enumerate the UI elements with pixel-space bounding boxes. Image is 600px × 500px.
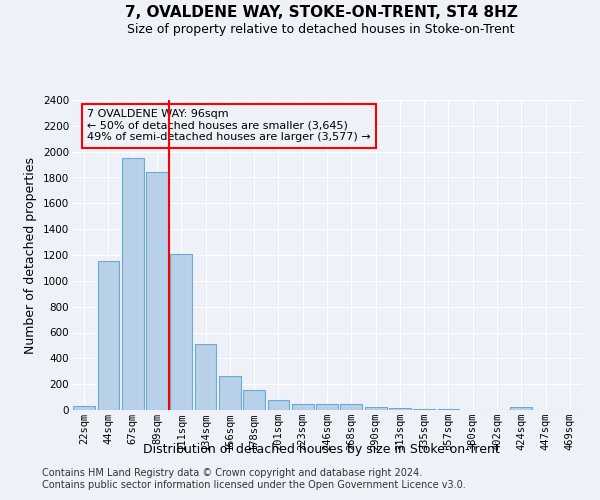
Bar bbox=[365, 408, 386, 410]
Bar bbox=[97, 262, 119, 410]
Text: Contains public sector information licensed under the Open Government Licence v3: Contains public sector information licen… bbox=[42, 480, 466, 490]
Bar bbox=[146, 172, 168, 410]
Bar bbox=[219, 376, 241, 410]
Bar bbox=[122, 158, 143, 410]
Y-axis label: Number of detached properties: Number of detached properties bbox=[25, 156, 37, 354]
Text: 7, OVALDENE WAY, STOKE-ON-TRENT, ST4 8HZ: 7, OVALDENE WAY, STOKE-ON-TRENT, ST4 8HZ bbox=[125, 5, 517, 20]
Bar bbox=[340, 404, 362, 410]
Bar bbox=[194, 344, 217, 410]
Text: Contains HM Land Registry data © Crown copyright and database right 2024.: Contains HM Land Registry data © Crown c… bbox=[42, 468, 422, 477]
Text: Size of property relative to detached houses in Stoke-on-Trent: Size of property relative to detached ho… bbox=[127, 22, 515, 36]
Bar bbox=[73, 406, 95, 410]
Bar bbox=[292, 404, 314, 410]
Bar bbox=[316, 404, 338, 410]
Text: Distribution of detached houses by size in Stoke-on-Trent: Distribution of detached houses by size … bbox=[143, 442, 499, 456]
Bar bbox=[511, 408, 532, 410]
Bar bbox=[170, 254, 192, 410]
Bar bbox=[243, 390, 265, 410]
Text: 7 OVALDENE WAY: 96sqm
← 50% of detached houses are smaller (3,645)
49% of semi-d: 7 OVALDENE WAY: 96sqm ← 50% of detached … bbox=[88, 110, 371, 142]
Bar bbox=[389, 408, 411, 410]
Bar bbox=[268, 400, 289, 410]
